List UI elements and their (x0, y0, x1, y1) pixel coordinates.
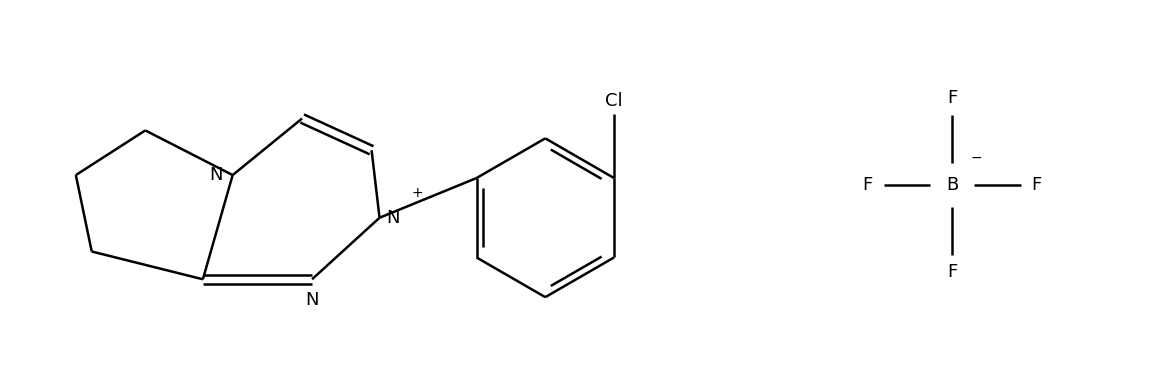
Text: B: B (946, 176, 958, 194)
Text: N: N (305, 291, 318, 309)
Text: N: N (386, 209, 400, 227)
Text: Cl: Cl (605, 91, 623, 110)
Text: +: + (412, 186, 423, 200)
Text: F: F (1032, 176, 1042, 194)
Text: F: F (947, 263, 957, 282)
Text: −: − (970, 151, 982, 165)
Text: F: F (863, 176, 873, 194)
Text: N: N (209, 166, 223, 184)
Text: F: F (947, 88, 957, 107)
